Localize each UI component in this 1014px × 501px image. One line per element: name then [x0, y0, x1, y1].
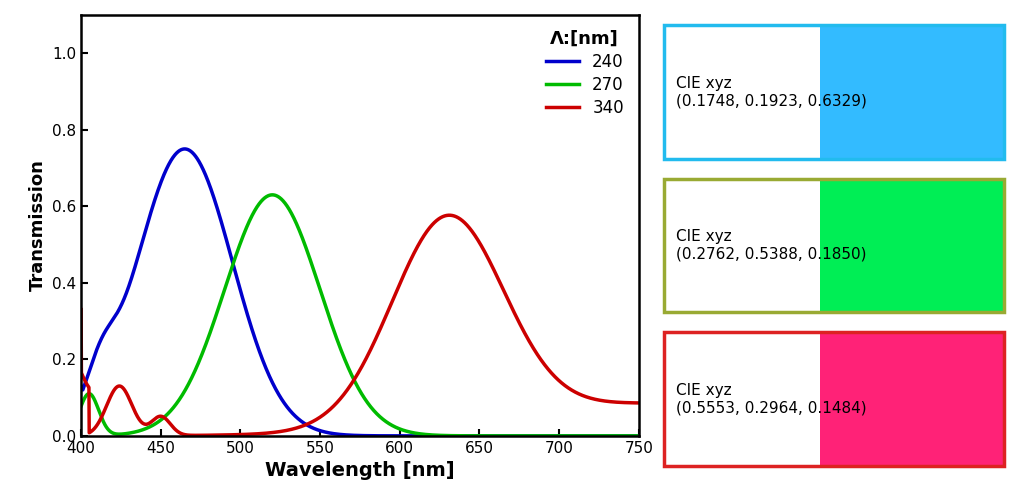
- 340: [617, 399, 629, 405]
- Text: CIE xyz
(0.5553, 0.2964, 0.1484): CIE xyz (0.5553, 0.2964, 0.1484): [676, 383, 867, 415]
- 340: [618, 399, 630, 405]
- 240: [633, 433, 645, 439]
- 340: [515, 323, 527, 329]
- 240: [514, 433, 526, 439]
- 240: [347, 432, 359, 438]
- Line: 270: 270: [81, 195, 639, 436]
- 270: [347, 374, 359, 380]
- 340: [633, 400, 645, 406]
- 340: [103, 396, 116, 402]
- 340: [190, 432, 202, 438]
- 270: [617, 433, 629, 439]
- Line: 340: 340: [81, 215, 639, 435]
- 270: [617, 433, 629, 439]
- 240: [332, 431, 344, 437]
- 240: [617, 433, 629, 439]
- Text: CIE xyz
(0.1748, 0.1923, 0.6329): CIE xyz (0.1748, 0.1923, 0.6329): [676, 76, 867, 108]
- Y-axis label: Transmission: Transmission: [28, 159, 47, 292]
- 240: [75, 383, 87, 389]
- 270: [514, 433, 526, 439]
- 240: [178, 146, 191, 152]
- Line: 240: 240: [81, 149, 639, 436]
- 340: [332, 399, 344, 405]
- X-axis label: Wavelength [nm]: Wavelength [nm]: [265, 461, 455, 480]
- Text: CIE xyz
(0.2762, 0.5388, 0.1850): CIE xyz (0.2762, 0.5388, 0.1850): [676, 229, 867, 262]
- 340: [75, 307, 87, 313]
- 240: [617, 433, 629, 439]
- 270: [103, 428, 116, 434]
- 240: [103, 322, 116, 328]
- 340: [347, 379, 359, 385]
- 270: [633, 433, 645, 439]
- 270: [332, 339, 344, 345]
- Legend: 240, 270, 340: 240, 270, 340: [538, 24, 631, 124]
- 340: [443, 212, 455, 218]
- 270: [266, 192, 278, 198]
- 270: [75, 403, 87, 409]
